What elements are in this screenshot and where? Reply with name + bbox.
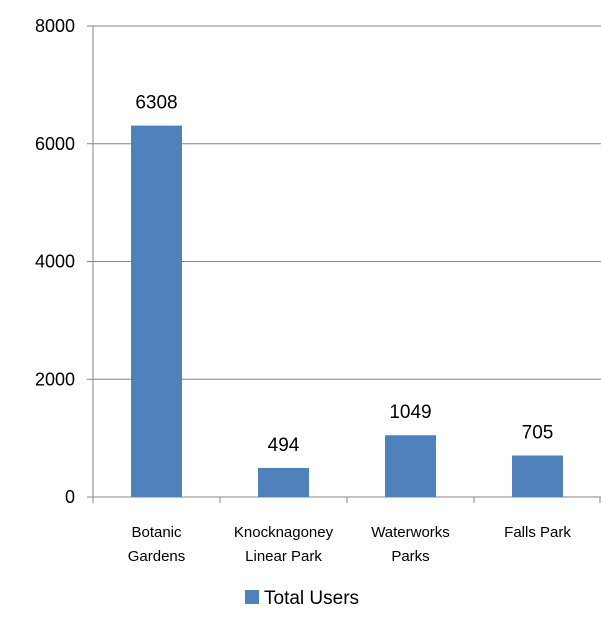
category-label: Gardens: [128, 548, 186, 565]
y-axis: 0 2000 4000 6000 8000: [35, 16, 94, 507]
bars: [131, 125, 563, 497]
y-tick-label: 4000: [35, 252, 75, 272]
data-label: 494: [268, 435, 300, 456]
y-tick-label: 0: [65, 487, 75, 507]
category-label: Waterworks: [371, 524, 450, 541]
y-tick-label: 6000: [35, 134, 75, 154]
bar: [512, 455, 563, 497]
bar: [131, 125, 182, 497]
bar: [258, 467, 309, 497]
bar: [385, 435, 436, 497]
data-label: 1049: [389, 402, 431, 423]
y-tick-label: 8000: [35, 16, 75, 36]
category-label: Parks: [391, 548, 429, 565]
legend-swatch: [245, 590, 259, 604]
category-label: Falls Park: [504, 524, 571, 541]
data-labels: 6308 494 1049 705: [135, 93, 553, 456]
category-label: Knocknagoney: [234, 524, 334, 541]
x-axis: [92, 496, 601, 503]
y-tick-label: 2000: [35, 369, 75, 389]
category-labels: Botanic Gardens Knocknagoney Linear Park Wat…: [128, 524, 572, 565]
legend: Total Users: [245, 588, 359, 609]
category-label: Botanic: [131, 524, 182, 541]
data-label: 705: [522, 422, 554, 443]
category-label: Linear Park: [245, 548, 322, 565]
data-label: 6308: [135, 93, 177, 114]
legend-label: Total Users: [264, 588, 359, 609]
